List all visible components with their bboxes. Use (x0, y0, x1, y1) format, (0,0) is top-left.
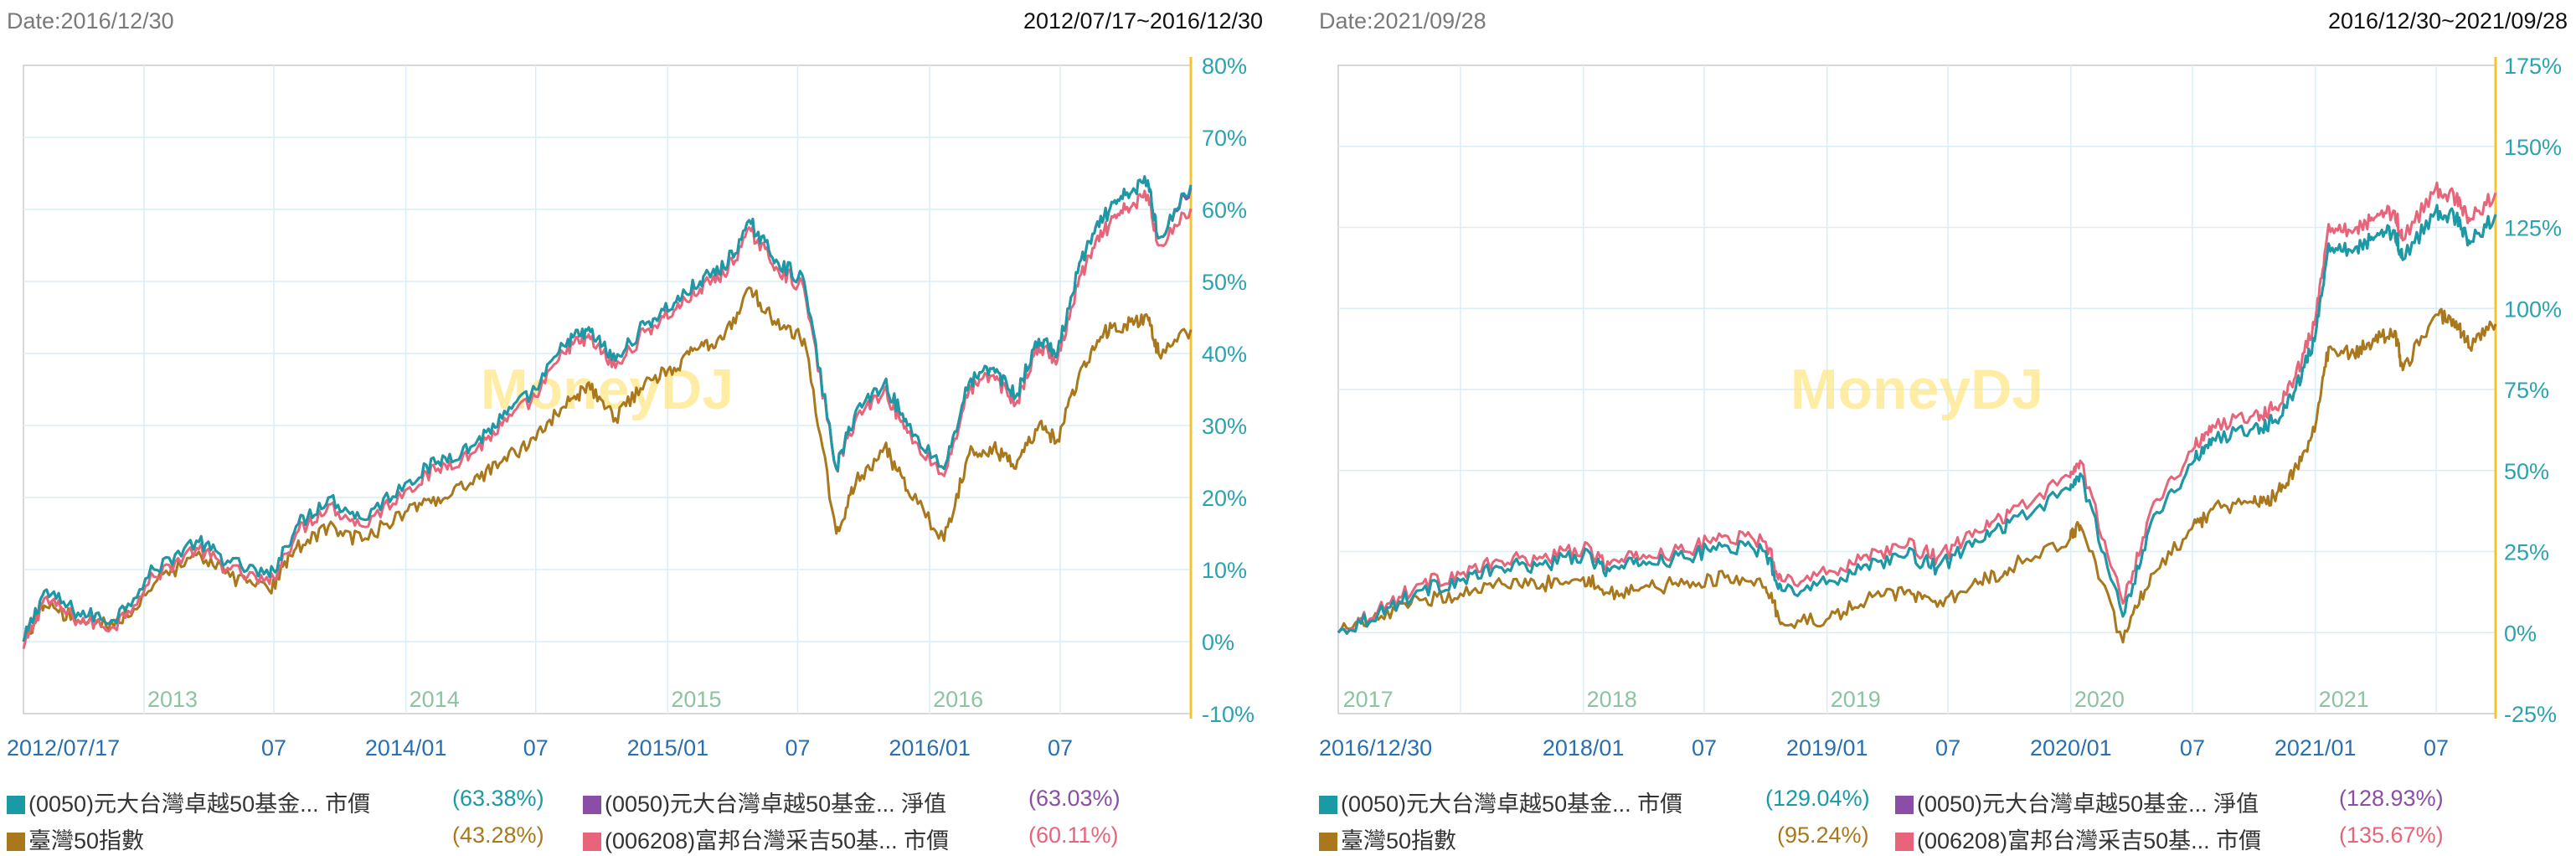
legend-swatch (1319, 833, 1337, 851)
series-line (22, 175, 1193, 642)
date-range-label: 2016/12/30~2021/09/28 (2328, 8, 2568, 34)
y-tick-label: 150% (2504, 135, 2562, 160)
y-tick-label: 10% (1202, 558, 1247, 583)
watermark: MoneyDJ (1790, 358, 2043, 421)
year-label: 2014 (410, 687, 460, 712)
date-range-label: 2012/07/17~2016/12/30 (1023, 8, 1263, 34)
legend-label: (006208)富邦台灣采吉50基... 市價 (605, 828, 950, 853)
legend-item[interactable]: (0050)元大台灣卓越50基金... 淨值 (583, 786, 946, 818)
x-tick-label: 2014/01 (365, 735, 447, 761)
year-label: 2016 (933, 687, 983, 712)
x-tick-label: 07 (2180, 735, 2205, 761)
legend-item[interactable]: (0050)元大台灣卓越50基金... 淨值 (1895, 786, 2259, 818)
series-line (1337, 307, 2497, 644)
legend-percent: (129.04%) (1765, 786, 1870, 811)
legend-percent: (43.28%) (452, 822, 544, 848)
x-tick-label: 2018/01 (1543, 735, 1625, 761)
x-tick-label: 2016/01 (889, 735, 971, 761)
year-label: 2019 (1831, 687, 1881, 712)
date-label: Date:2021/09/28 (1319, 8, 1486, 34)
legend-swatch (1895, 833, 1914, 851)
legend-swatch (583, 796, 601, 814)
legend-item[interactable]: 臺灣50指數 (1319, 822, 1456, 855)
y-tick-label: 20% (1202, 486, 1247, 511)
y-tick-label: 40% (1202, 342, 1247, 367)
x-tick-label: 2016/12/30 (1319, 735, 1432, 761)
legend-item[interactable]: 臺灣50指數 (7, 822, 144, 855)
x-tick-label: 07 (785, 735, 810, 761)
y-tick-label: -25% (2504, 702, 2557, 727)
year-label: 2015 (671, 687, 721, 712)
y-tick-label: 80% (1202, 54, 1247, 79)
legend-swatch (1319, 796, 1337, 814)
legend-swatch (7, 833, 25, 851)
y-tick-label: 50% (1202, 270, 1247, 295)
x-tick-label: 07 (1692, 735, 1717, 761)
legend-percent: (63.03%) (1028, 786, 1121, 811)
legend-percent: (128.93%) (2339, 786, 2444, 811)
x-tick-label: 07 (2424, 735, 2449, 761)
y-tick-label: 0% (2504, 621, 2537, 646)
y-tick-label: 50% (2504, 459, 2549, 484)
y-tick-label: 100% (2504, 297, 2562, 322)
y-tick-label: 175% (2504, 54, 2562, 79)
series-line (1337, 204, 2497, 635)
legend-label: (0050)元大台灣卓越50基金... 淨值 (1917, 792, 2259, 817)
year-label: 2021 (2319, 687, 2369, 712)
x-tick-label: 2021/01 (2275, 735, 2357, 761)
legend-item[interactable]: (006208)富邦台灣采吉50基... 市價 (583, 822, 949, 855)
x-tick-label: 2020/01 (2030, 735, 2112, 761)
year-label: 2018 (1587, 687, 1637, 712)
year-label: 2013 (147, 687, 198, 712)
legend-percent: (95.24%) (1777, 822, 1869, 848)
legend-percent: (60.11%) (1028, 822, 1119, 848)
y-tick-label: 70% (1202, 126, 1247, 151)
x-tick-label: 2015/01 (627, 735, 709, 761)
y-tick-label: -10% (1202, 702, 1255, 727)
y-tick-label: 60% (1202, 198, 1247, 223)
legend-label: (0050)元大台灣卓越50基金... 市價 (28, 792, 371, 817)
series-line (22, 189, 1193, 649)
chart-panel-2: MoneyDJ 175% 150% 125% 100% 75% 50% 25% 0% -25% 20… (1319, 8, 2568, 761)
plot-area (23, 64, 1192, 714)
legend-label: (0050)元大台灣卓越50基金... 淨值 (605, 792, 947, 817)
legend-label: 臺灣50指數 (28, 828, 145, 853)
legend-item[interactable]: (0050)元大台灣卓越50基金... 市價 (1319, 786, 1682, 818)
y-tick-label: 0% (1202, 630, 1234, 655)
x-tick-label: 07 (1048, 735, 1073, 761)
legend-item[interactable]: (006208)富邦台灣采吉50基... 市價 (1895, 822, 2261, 855)
x-tick-label: 07 (261, 735, 286, 761)
chart-panel-1: MoneyDJ 80% 70% 60% 50% 40% 30% 20% 10% 0% -10% 201… (7, 8, 1263, 761)
legend-item[interactable]: (0050)元大台灣卓越50基金... 市價 (7, 786, 370, 818)
date-label: Date:2016/12/30 (7, 8, 174, 34)
y-tick-label: 125% (2504, 216, 2562, 241)
year-label: 2017 (1343, 687, 1394, 712)
legend-label: (0050)元大台灣卓越50基金... 市價 (1341, 792, 1683, 817)
legend-swatch (583, 833, 601, 851)
legend-percent: (135.67%) (2339, 822, 2444, 848)
series-line (1337, 181, 2497, 635)
legend-label: 臺灣50指數 (1341, 828, 1457, 853)
legend-percent: (63.38%) (452, 786, 544, 811)
y-tick-label: 25% (2504, 540, 2549, 565)
series-line (22, 286, 1193, 642)
y-tick-label: 30% (1202, 414, 1247, 439)
legend-label: (006208)富邦台灣采吉50基... 市價 (1917, 828, 2262, 853)
x-tick-label: 2019/01 (1786, 735, 1868, 761)
watermark: MoneyDJ (481, 358, 734, 421)
x-tick-label: 07 (1935, 735, 1960, 761)
year-label: 2020 (2074, 687, 2125, 712)
x-tick-label: 2012/07/17 (7, 735, 120, 761)
legend-swatch (7, 796, 25, 814)
x-tick-label: 07 (523, 735, 549, 761)
y-tick-label: 75% (2504, 378, 2549, 403)
legend-swatch (1895, 796, 1914, 814)
